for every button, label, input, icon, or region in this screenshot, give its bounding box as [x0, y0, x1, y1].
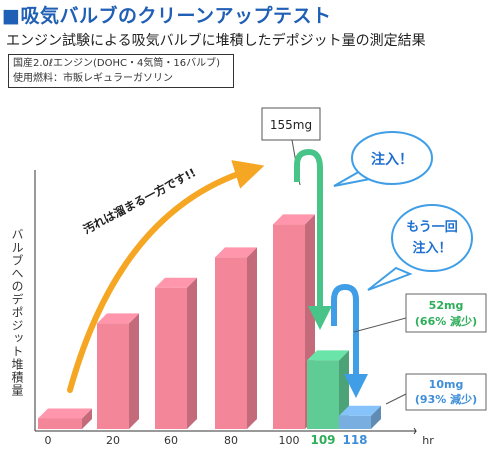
result1-pct: (66% 減少) [415, 314, 477, 328]
bar-side-60 [187, 277, 197, 429]
x-tick-109: 109 [310, 433, 335, 447]
inject-again-line2: 注入！ [412, 240, 451, 256]
inject-again-line1: もう一回 [406, 220, 458, 235]
bar-top-118 [339, 405, 381, 416]
test-fuel-text: 使用燃料：市販レギュラーガソリン [13, 73, 173, 84]
bar-side-80 [247, 247, 257, 429]
bar-top-0 [38, 408, 92, 419]
inject-bubble [351, 131, 433, 185]
inject-again-bubble [391, 204, 473, 272]
bar-20 [97, 313, 139, 429]
x-tick-60: 60 [164, 434, 178, 447]
result1-value: 52mg [429, 299, 464, 312]
trend-arrow [67, 160, 265, 393]
bar-front-118 [339, 415, 371, 429]
bar-side-20 [129, 313, 139, 429]
bar-top-109 [307, 350, 349, 361]
x-tick-80: 80 [224, 434, 238, 447]
result1-pointer [353, 317, 407, 333]
bar-0 [38, 408, 92, 429]
bar-front-80 [215, 257, 247, 429]
trend-label: 汚れは溜まる一方です!! [81, 165, 198, 236]
bar-front-0 [38, 418, 82, 429]
bar-front-109 [307, 360, 339, 429]
bar-front-100 [273, 224, 305, 429]
injection-arrow-1 [294, 148, 332, 330]
page-title: ■吸気バルブのクリーンアップテスト [2, 5, 332, 27]
result2-box [405, 373, 487, 411]
inject-again-bubble-tail [367, 266, 413, 291]
peak-callout-label: 155mg [270, 118, 312, 132]
bar-60 [155, 277, 197, 429]
x-tick-100: 100 [279, 434, 300, 447]
x-tick-0: 0 [45, 434, 52, 447]
bar-side-0 [82, 408, 92, 429]
bar-top-60 [155, 277, 197, 288]
x-axis-line [35, 427, 417, 435]
bar-front-60 [155, 287, 187, 429]
x-tick-20: 20 [106, 434, 120, 447]
x-tick-118: 118 [342, 433, 367, 447]
x-axis-unit: hr [422, 434, 434, 447]
result1-box [405, 293, 487, 333]
peak-callout-box [261, 107, 321, 141]
bar-top-80 [215, 247, 257, 258]
injection-arrow-2 [331, 283, 368, 398]
bar-top-100 [273, 214, 315, 225]
bar-side-118 [371, 405, 381, 429]
result2-pointer [385, 393, 407, 405]
y-axis-label: バルブへのデポジット堆積量 [10, 228, 24, 397]
result2-pct: (93% 減少) [415, 392, 477, 406]
bar-80 [215, 247, 257, 429]
inject-bubble-text: 注入！ [371, 151, 413, 168]
bar-118 [339, 405, 381, 429]
test-conditions-box: 国産2.0ℓエンジン(DOHC・4気筒・16バルブ) 使用燃料：市販レギュラーガ… [8, 54, 234, 88]
page-subtitle: エンジン試験による吸気バルブに堆積したデポジット量の測定結果 [6, 33, 426, 49]
test-engine-text: 国産2.0ℓエンジン(DOHC・4気筒・16バルブ) [13, 58, 220, 69]
bar-top-20 [97, 313, 139, 324]
bar-front-20 [97, 323, 129, 429]
result2-value: 10mg [429, 378, 464, 391]
